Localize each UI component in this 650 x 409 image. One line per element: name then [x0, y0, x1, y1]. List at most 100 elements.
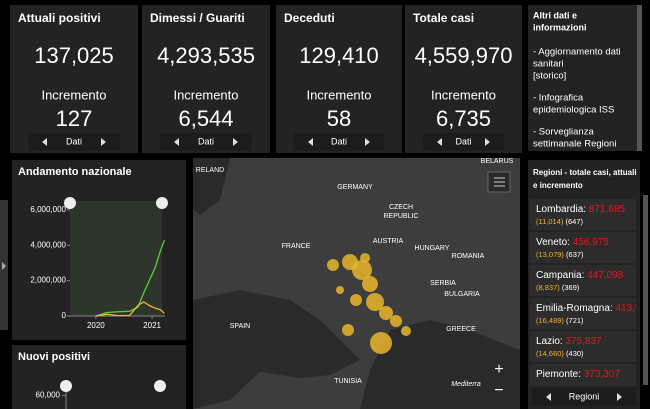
map-label: GREECE [446, 326, 476, 333]
nav-label: Dati [198, 136, 214, 146]
range-handle[interactable] [60, 380, 72, 392]
nav-prev[interactable] [308, 138, 313, 146]
links-title: informazioni [533, 22, 587, 32]
side-tab-icon [2, 262, 6, 270]
region-current: (16,489) [536, 316, 564, 325]
region-total: 456,975 [573, 237, 610, 248]
card-title: Attuali positivi [18, 11, 101, 25]
zoom-out[interactable]: − [494, 382, 503, 399]
chart-title: Nuovi positivi [18, 351, 90, 363]
region-detail: (11,014) (647) [536, 217, 583, 226]
region-current: (13,079) [536, 250, 564, 259]
links-title: Altri dati e [533, 10, 577, 20]
increment-value: 127 [56, 106, 93, 131]
region-total: 447,098 [587, 270, 624, 281]
increment-value: 6,544 [178, 106, 233, 131]
map-label: AUSTRIA [373, 238, 404, 245]
card-title: Deceduti [284, 11, 335, 25]
nav-next[interactable] [485, 138, 490, 146]
map[interactable]: + − RELAND GERMANY BELARUS CZECH REPUBLIC FRA… [193, 158, 520, 409]
range-handle[interactable] [154, 380, 166, 392]
nav-prev[interactable] [174, 138, 179, 146]
link-item[interactable]: - Sorveglianza [533, 127, 594, 138]
region-name: Emilia-Romagna: [536, 303, 613, 314]
region-line: Campania: 447,098 [536, 270, 624, 281]
nav-bar[interactable] [532, 388, 636, 406]
nav-bar[interactable] [423, 133, 504, 151]
region-row[interactable] [530, 331, 638, 362]
region-name: Campania: [536, 270, 584, 281]
link-item[interactable]: epidemiologica ISS [533, 105, 614, 116]
region-detail: (16,489) (721) [536, 316, 584, 325]
regions-list: Lombardia: 871,685 (11,014) (647) Veneto: … [530, 199, 650, 395]
region-detail: (14,660) (430) [536, 349, 584, 358]
nav-next[interactable] [233, 138, 238, 146]
map-bubbles [327, 253, 411, 354]
region-row[interactable] [530, 265, 638, 296]
map-label: SPAIN [230, 323, 251, 330]
chart-title: Andamento nazionale [18, 166, 132, 178]
nav-next[interactable] [617, 393, 622, 401]
nav-prev[interactable] [437, 138, 442, 146]
links-panel [528, 5, 642, 151]
region-row[interactable] [530, 199, 638, 230]
link-item[interactable]: - Aggiornamento dati [533, 47, 621, 58]
nav-next[interactable] [101, 138, 106, 146]
region-line: Lombardia: 871,685 [536, 204, 625, 215]
nav-bar[interactable] [294, 133, 384, 151]
scrollbar [637, 5, 642, 151]
nav-prev[interactable] [546, 393, 551, 401]
card-value: 4,293,535 [157, 43, 255, 68]
link-item[interactable]: sanitari [533, 59, 564, 70]
map-label: FRANCE [282, 243, 311, 250]
map-label: Mediterra [451, 381, 481, 388]
map-sea [193, 290, 360, 409]
nav-label: Dati [455, 136, 471, 146]
link-item[interactable]: settimanale Regioni [533, 139, 616, 150]
nav-prev[interactable] [42, 138, 47, 146]
map-label: TUNISIA [334, 378, 362, 385]
nav-next[interactable] [365, 138, 370, 146]
region-name: Lombardia: [536, 204, 586, 215]
map-label: SERBIA [430, 280, 456, 287]
map-label: RELAND [196, 167, 224, 174]
increment-label: Incremento [41, 87, 106, 102]
region-detail: (8,837) (369) [536, 283, 580, 292]
region-line: Lazio: 375,837 [536, 336, 602, 347]
region-line: Veneto: 456,975 [536, 237, 609, 248]
card [276, 5, 402, 153]
y-tick-label: 6,000,000 [30, 205, 66, 214]
range-handle[interactable] [64, 197, 76, 209]
region-total: 373,307 [584, 369, 621, 380]
nav-label: Regioni [569, 391, 600, 401]
scrollbar [643, 195, 648, 385]
region-row[interactable] [530, 298, 638, 329]
map-label: HUNGARY [415, 245, 450, 252]
region-increment: (430) [566, 349, 584, 358]
region-increment: (647) [565, 217, 583, 226]
increment-label: Incremento [173, 87, 238, 102]
region-row[interactable] [530, 232, 638, 263]
map-label: REPUBLIC [383, 213, 418, 220]
region-name: Lazio: [536, 336, 563, 347]
range-handle[interactable] [156, 197, 168, 209]
layer-icon [494, 177, 505, 187]
region-row[interactable] [530, 364, 638, 395]
region-current: (8,837) [536, 283, 560, 292]
link-item[interactable]: - Infografica [533, 93, 584, 104]
y-tick-label: 60,000 [36, 391, 61, 400]
region-total: 413,508 [615, 303, 650, 314]
region-total: 871,685 [589, 204, 626, 215]
region-current: (11,014) [536, 217, 564, 226]
y-tick-label: 2,000,000 [30, 276, 66, 285]
link-item[interactable]: [storico] [533, 71, 566, 82]
map-sea [193, 158, 230, 215]
increment-value: 58 [327, 106, 351, 131]
region-total: 375,837 [565, 336, 602, 347]
increment-label: Incremento [431, 87, 496, 102]
zoom-in[interactable]: + [494, 361, 503, 378]
nav-bar[interactable] [160, 133, 252, 151]
card [10, 5, 138, 153]
nav-bar[interactable] [28, 133, 120, 151]
